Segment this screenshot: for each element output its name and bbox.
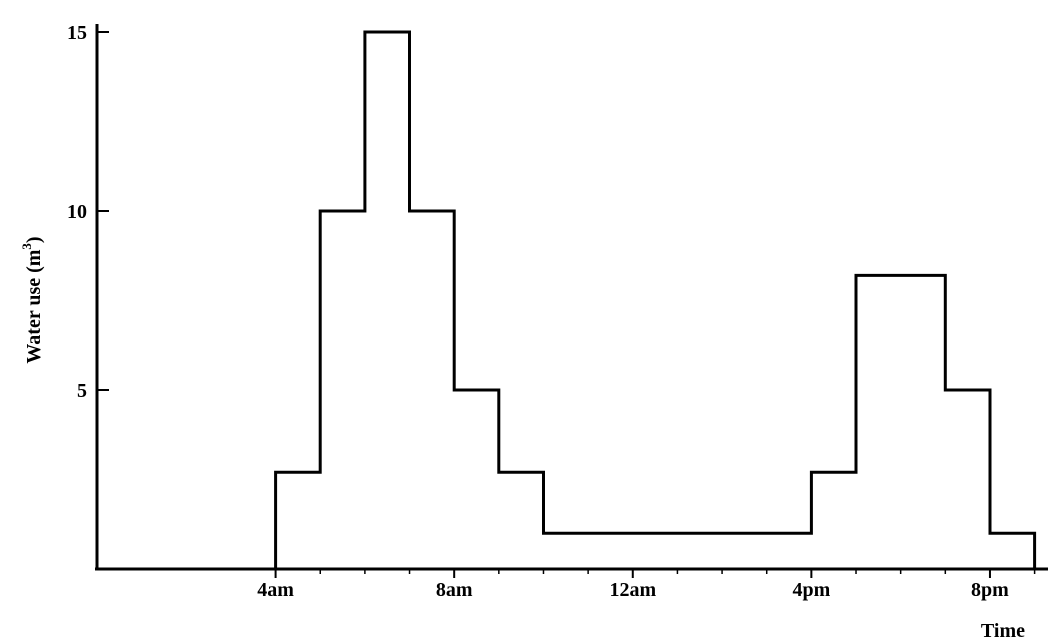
x-axis: 4am 8am 12am 4pm 8pm — [95, 567, 1048, 601]
y-tick-label: 15 — [67, 22, 87, 44]
x-tick-label: 4am — [257, 579, 294, 601]
x-ticks: 4am 8am 12am 4pm 8pm — [257, 569, 1036, 601]
y-tick-label: 10 — [67, 201, 87, 223]
water-use-step-line — [97, 30, 1037, 571]
series-layer — [97, 30, 1037, 571]
x-tick-label: 4pm — [792, 579, 830, 601]
x-tick-label: 8pm — [971, 579, 1009, 601]
y-tick-label: 5 — [77, 380, 87, 402]
y-ticks: 5 10 15 — [67, 22, 109, 402]
y-axis-title: Water use (m3) — [19, 236, 45, 363]
x-tick-label: 8am — [436, 579, 473, 601]
x-axis-title: Time — [981, 620, 1025, 642]
x-tick-label: 12am — [609, 579, 656, 601]
y-axis: 5 10 15 — [67, 22, 109, 569]
